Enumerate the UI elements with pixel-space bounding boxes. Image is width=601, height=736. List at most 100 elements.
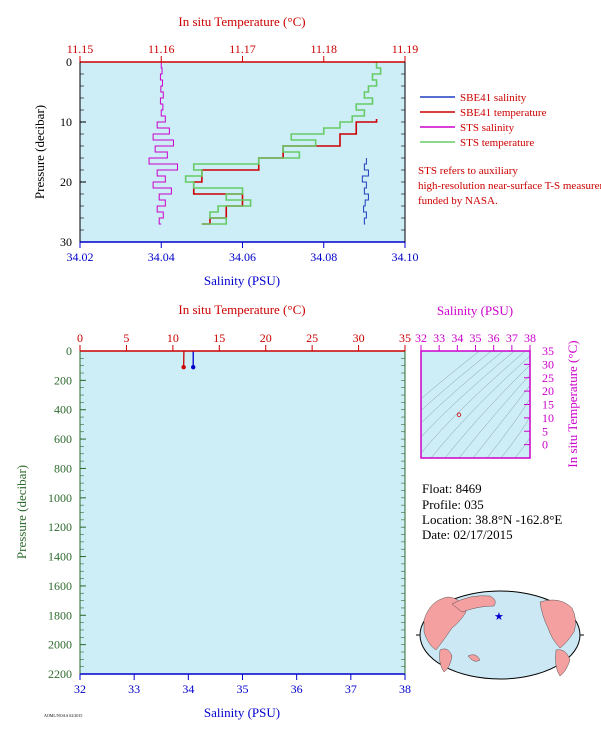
ts-right-tick-label: 5: [542, 424, 548, 438]
upper-top-tick-label: 11.15: [67, 42, 94, 56]
lower-left-tick-label: 800: [54, 461, 72, 475]
lower-top-tick-label: 10: [167, 331, 179, 345]
upper-top-tick-labels: 11.15 11.16 11.17 11.18 11.19: [67, 42, 419, 62]
density-contour: [421, 351, 526, 454]
lower-left-tick-labels: 0 200 400 600 800 1000 1200 1400 1600 1800 2000 220…: [48, 344, 405, 681]
lower-top-tick-label: 15: [213, 331, 225, 345]
ts-top-tick-label: 32: [415, 331, 427, 345]
density-contour: [421, 351, 515, 438]
ts-top-tick-label: 33: [433, 331, 445, 345]
ts-right-tick-label: 0: [542, 438, 548, 452]
upper-bottom-tick-labels: 34.02 34.04 34.06 34.08 34.10: [67, 242, 419, 264]
lower-plot-area: [80, 351, 405, 674]
footer-credit: AOML/NOAA 02/2015: [44, 713, 82, 718]
map-land: [423, 595, 576, 677]
upper-left-tick-label: 20: [60, 175, 72, 189]
float-id: Float: 8469: [422, 481, 482, 496]
lower-bottom-tick-label: 38: [399, 682, 411, 696]
float-info: Float: 8469 Profile: 035 Location: 38.8°…: [422, 481, 562, 542]
lower-left-tick-label: 1400: [48, 550, 72, 564]
date: Date: 02/17/2015: [422, 527, 513, 542]
ts-right-tick-label: 35: [542, 344, 554, 358]
lower-top-tick-label: 20: [260, 331, 272, 345]
upper-top-tick-label: 11.18: [310, 42, 337, 56]
ts-top-axis-label: Salinity (PSU): [437, 303, 513, 318]
lower-left-tick-label: 200: [54, 373, 72, 387]
legend-label: STS temperature: [460, 137, 534, 149]
lower-top-tick-label: 25: [306, 331, 318, 345]
upper-bottom-tick-label: 34.06: [229, 250, 256, 264]
lower-series-end-dot: [191, 364, 196, 370]
lower-top-tick-label: 0: [77, 331, 83, 345]
upper-series-group: [148, 62, 382, 225]
upper-bottom-tick-label: 34.04: [148, 250, 175, 264]
legend-item-sts-temperature: STS temperature: [420, 137, 534, 149]
lower-left-tick-label: 600: [54, 432, 72, 446]
lower-top-tick-label: 35: [399, 331, 411, 345]
ts-top-tick-label: 38: [524, 331, 536, 345]
upper-series-line: [148, 62, 178, 225]
lower-left-tick-label: 2200: [48, 667, 72, 681]
lower-bottom-tick-labels: 32 33 34 35 36 37 38: [74, 674, 411, 696]
lower-left-tick-label: 0: [66, 344, 72, 358]
upper-top-tick-label: 11.19: [392, 42, 419, 56]
density-contour: [421, 351, 504, 424]
ts-top-tick-label: 37: [506, 331, 518, 345]
ts-right-tick-label: 15: [542, 398, 554, 412]
lower-bottom-tick-label: 37: [345, 682, 357, 696]
upper-bottom-tick-label: 34.08: [310, 250, 337, 264]
lower-bottom-tick-label: 35: [237, 682, 249, 696]
ts-top-tick-label: 34: [451, 331, 463, 345]
upper-legend: SBE41 salinity SBE41 temperature STS sal…: [418, 92, 601, 207]
lower-bottom-tick-label: 33: [128, 682, 140, 696]
sts-note: STS refers to auxiliary high-resolution n…: [418, 165, 601, 207]
density-contour: [444, 364, 530, 458]
lower-chart: In situ Temperature (°C) 0 5 10 15 20 25 30 35 …: [14, 302, 411, 720]
upper-top-tick-label: 11.17: [229, 42, 256, 56]
upper-left-tick-label: 0: [66, 55, 72, 69]
legend-item-sbe41-salinity: SBE41 salinity: [420, 92, 527, 104]
ts-frame: [420, 350, 531, 459]
ts-top-tick-labels: 32 33 34 35 36 37 38: [415, 331, 536, 351]
star-icon: ★: [494, 611, 504, 623]
upper-y-axis-label: Pressure (decibar): [32, 105, 47, 199]
ts-right-axis-label: In situ Temperature (°C): [565, 340, 580, 467]
ts-points: [456, 412, 462, 417]
upper-bottom-axis-label: Salinity (PSU): [204, 273, 280, 288]
ts-right-tick-label: 10: [542, 411, 554, 425]
ts-right-tick-label: 25: [542, 371, 554, 385]
upper-top-axis-label: In situ Temperature (°C): [178, 14, 305, 29]
lower-top-tick-labels: 0 5 10 15 20 25 30 35: [77, 331, 411, 351]
legend-item-sts-salinity: STS salinity: [420, 122, 515, 134]
upper-left-tick-labels: 0 10 20 30: [60, 55, 405, 249]
note-line: STS refers to auxiliary: [418, 165, 518, 177]
lower-top-tick-label: 30: [353, 331, 365, 345]
note-line: funded by NASA.: [418, 195, 498, 207]
lower-left-tick-label: 2000: [48, 638, 72, 652]
legend-item-sbe41-temperature: SBE41 temperature: [420, 107, 547, 119]
lower-series-end-dot: [181, 364, 186, 370]
upper-chart: In situ Temperature (°C) 11.15 11.16 11.17…: [32, 14, 419, 288]
ts-diagram: Salinity (PSU) 32 33 34 35 36 37 38 0510152025…: [415, 303, 580, 468]
lower-bottom-tick-label: 32: [74, 682, 86, 696]
legend-label: STS salinity: [460, 122, 515, 134]
upper-left-tick-label: 10: [60, 115, 72, 129]
legend-label: SBE41 temperature: [460, 107, 547, 119]
lower-bottom-axis-label: Salinity (PSU): [204, 705, 280, 720]
density-contour: [421, 351, 480, 400]
upper-series-line: [361, 158, 369, 225]
ts-density-contours: [421, 351, 530, 458]
ts-top-tick-label: 36: [488, 331, 500, 345]
density-contour: [472, 384, 530, 458]
upper-plot-area: [80, 62, 405, 242]
profile-number: Profile: 035: [422, 497, 484, 512]
ts-point: [456, 412, 462, 417]
legend-label: SBE41 salinity: [460, 92, 527, 104]
lower-left-tick-label: 1800: [48, 608, 72, 622]
ts-right-tick-label: 20: [542, 384, 554, 398]
density-contour: [430, 355, 530, 458]
upper-series-line: [184, 62, 382, 225]
lower-left-tick-label: 1200: [48, 520, 72, 534]
ts-plot-area: [421, 351, 530, 458]
